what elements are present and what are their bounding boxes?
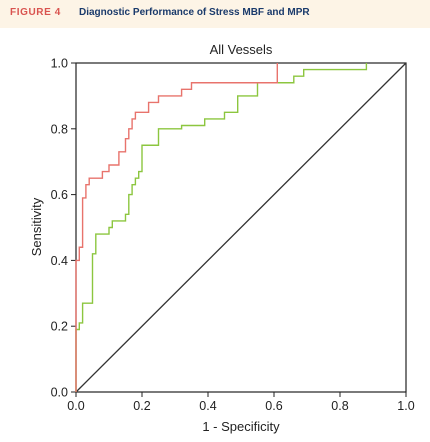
figure-title: Diagnostic Performance of Stress MBF and… bbox=[79, 7, 310, 18]
x-tick-label: 0.0 bbox=[67, 399, 84, 413]
y-tick-label: 0.0 bbox=[51, 386, 68, 400]
y-tick-label: 0.6 bbox=[51, 188, 68, 202]
x-tick-label: 0.6 bbox=[265, 399, 282, 413]
figure-label: FIGURE 4 bbox=[10, 7, 61, 18]
figure-header: FIGURE 4 Diagnostic Performance of Stres… bbox=[0, 0, 430, 28]
y-tick-label: 0.2 bbox=[51, 320, 68, 334]
x-tick-label: 0.4 bbox=[199, 399, 216, 413]
plot-frame bbox=[75, 62, 407, 393]
series-line-green bbox=[75, 63, 368, 392]
x-tick-label: 0.8 bbox=[331, 399, 348, 413]
plot-area: 0.0 0.2 0.4 0.6 0.8 1.0 0.0 0.2 0.4 0.6 0.8 1.0 bbox=[51, 57, 415, 414]
x-tick-label: 0.2 bbox=[133, 399, 150, 413]
plot-title: All Vessels bbox=[210, 42, 273, 57]
y-tick-label: 1.0 bbox=[51, 57, 68, 71]
x-axis-title: 1 - Specificity bbox=[202, 419, 280, 434]
reference-diagonal-line bbox=[75, 62, 407, 393]
x-tick-label: 1.0 bbox=[397, 399, 414, 413]
y-tick-label: 0.8 bbox=[51, 122, 68, 136]
y-axis-title: Sensitivity bbox=[29, 197, 44, 256]
y-tick-label: 0.4 bbox=[51, 254, 68, 268]
series-line-red bbox=[75, 63, 278, 392]
